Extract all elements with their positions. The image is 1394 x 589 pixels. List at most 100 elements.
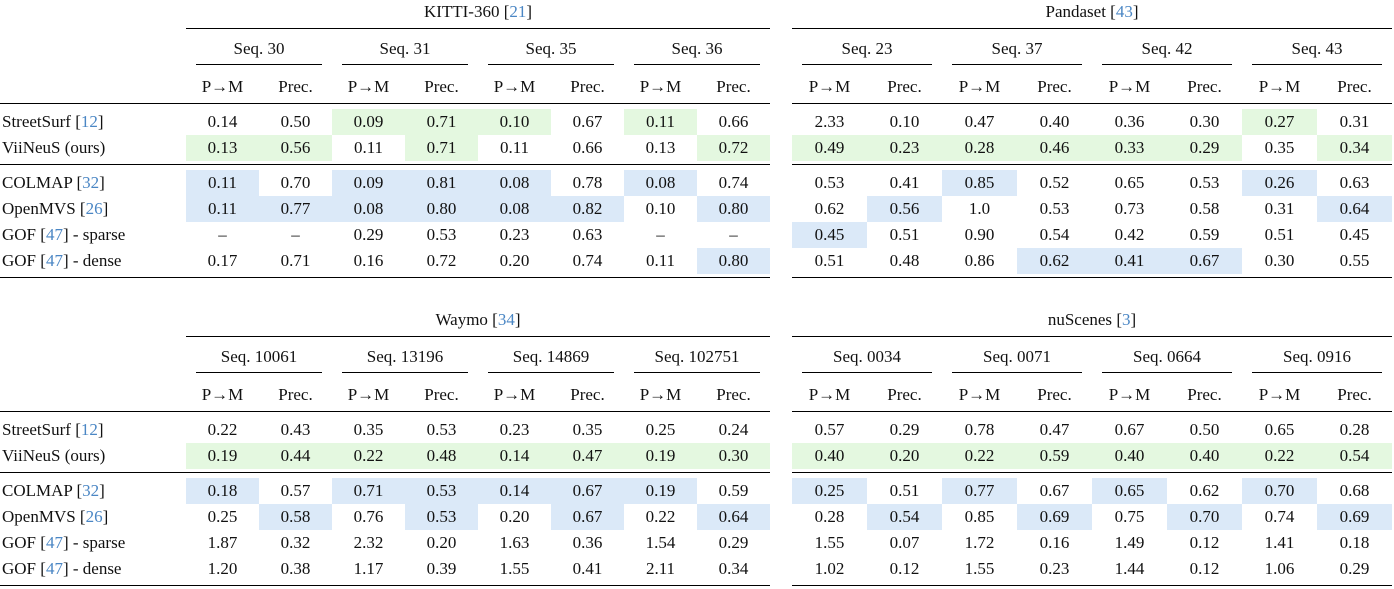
metric-cell: 0.22: [207, 420, 238, 439]
metric-cell: 1.49: [1114, 533, 1145, 552]
metric-cell: 0.72: [426, 251, 457, 270]
table-nuscenes: nuScenes [3] Seq. 0034 Seq. 0071 Seq. 0664 S…: [772, 298, 1394, 589]
metric-cell: 0.66: [718, 112, 749, 131]
sequence-header: Seq. 42: [1092, 29, 1242, 65]
table-row: COLMAP [32] 0.11 0.70 0.09 0.81 0.08 0.78 0.08 0…: [0, 170, 770, 196]
citation-link[interactable]: 3: [1121, 310, 1131, 329]
table-row: GOF [47] - dense 1.20 0.38 1.17 0.39 1.55 0.41…: [0, 556, 770, 582]
metric-cell: 0.70: [1167, 504, 1242, 530]
metric-cell: 0.38: [280, 559, 311, 578]
metric-cell: 1.0: [968, 199, 991, 218]
metric-cell: 0.14: [478, 443, 551, 469]
citation-link[interactable]: 21: [509, 2, 527, 21]
metric-cell: 2.32: [353, 533, 384, 552]
method-label: StreetSurf [12]: [2, 112, 104, 131]
table-row: 0.51 0.48 0.86 0.62 0.41 0.67 0.30 0.55: [792, 248, 1392, 274]
section-rule: [0, 469, 770, 473]
table-row: OpenMVS [26] 0.11 0.77 0.08 0.80 0.08 0.82 0.10…: [0, 196, 770, 222]
metric-cell: 0.62: [1189, 481, 1220, 500]
metric-cell: 0.46: [1017, 135, 1092, 161]
metric-cell: 1.44: [1114, 559, 1145, 578]
citation-link[interactable]: 12: [80, 112, 98, 131]
method-name: nuScenes: [1047, 310, 1113, 329]
table-row: StreetSurf [12] 0.22 0.43 0.35 0.53 0.23 0.35 0…: [0, 417, 770, 443]
metric-cell: 0.90: [964, 225, 995, 244]
table-row: 1.55 0.07 1.72 0.16 1.49 0.12 1.41 0.18: [792, 530, 1392, 556]
metric-cell: 0.33: [1092, 135, 1167, 161]
metric-cell: 0.71: [405, 135, 478, 161]
method-label: StreetSurf [12]: [2, 420, 104, 439]
sequence-header: Seq. 31: [332, 29, 478, 65]
spacer: [792, 582, 1392, 586]
bottom-gap: [0, 274, 770, 278]
citation-link[interactable]: 47: [45, 225, 63, 244]
metric-cell: 0.41: [1092, 248, 1167, 274]
metric-cell: 0.39: [426, 559, 457, 578]
corner-blank: [0, 65, 186, 104]
sequence-header-row: Seq. 10061 Seq. 13196 Seq. 14869 Seq. 10275…: [0, 337, 770, 373]
corner-blank: [0, 310, 186, 337]
metric-cell: 0.48: [405, 443, 478, 469]
metric-cell: 0.70: [1242, 478, 1317, 504]
citation-link[interactable]: 12: [80, 420, 98, 439]
table-pandaset: Pandaset [43] Seq. 23 Seq. 37 Seq. 42 Seq. 4…: [772, 2, 1394, 298]
metric-cell: 0.11: [499, 138, 530, 157]
citation-link[interactable]: 43: [1115, 2, 1133, 21]
metric-cell: 0.80: [697, 248, 770, 274]
metric-cell: 0.19: [624, 478, 697, 504]
citation-link[interactable]: 26: [85, 199, 103, 218]
metric-cell: 0.14: [207, 112, 238, 131]
metric-cell: 0.56: [867, 196, 942, 222]
metric-cell: 0.41: [572, 559, 603, 578]
table-row: 0.53 0.41 0.85 0.52 0.65 0.53 0.26 0.63: [792, 170, 1392, 196]
metric-cell: 0.25: [645, 420, 676, 439]
citation-link[interactable]: 32: [82, 481, 100, 500]
metric-header: P→M: [1092, 373, 1167, 412]
citation-link[interactable]: 47: [45, 251, 63, 270]
spacer: [792, 161, 1392, 165]
citation-link[interactable]: 47: [45, 533, 63, 552]
metric-cell: 0.35: [1264, 138, 1295, 157]
metric-cell: 0.36: [1114, 112, 1145, 131]
metric-cell: 0.09: [332, 170, 405, 196]
citation-link[interactable]: 26: [85, 507, 103, 526]
sequence-header-row: Seq. 0034 Seq. 0071 Seq. 0664 Seq. 0916: [792, 337, 1392, 373]
metric-cell: 0.71: [405, 109, 478, 135]
metric-cell: 0.19: [624, 443, 697, 469]
metric-cell: 0.32: [280, 533, 311, 552]
sequence-header: Seq. 10061: [186, 337, 332, 373]
sequence-header: Seq. 35: [478, 29, 624, 65]
metric-header: Prec.: [867, 65, 942, 104]
metric-cell: 0.59: [718, 481, 749, 500]
method-name: COLMAP: [2, 481, 73, 500]
method-label: GOF [47] - dense: [2, 559, 122, 578]
metric-cell: 0.48: [889, 251, 920, 270]
sequence-header: Seq. 0034: [792, 337, 942, 373]
metric-cell: –: [291, 225, 300, 244]
metric-cell: –: [729, 225, 738, 244]
metric-header: P→M: [1092, 65, 1167, 104]
metric-cell: 0.65: [1264, 420, 1295, 439]
metric-header: Prec.: [551, 373, 624, 412]
metric-cell: 0.53: [405, 504, 478, 530]
metric-cell: 0.67: [551, 504, 624, 530]
metric-header: P→M: [624, 373, 697, 412]
metric-cell: 0.27: [1242, 109, 1317, 135]
metric-cell: 0.40: [792, 443, 867, 469]
sequence-label: Seq. 0916: [1252, 347, 1382, 373]
metric-cell: 0.80: [697, 196, 770, 222]
sequence-header: Seq. 0664: [1092, 337, 1242, 373]
sequence-header: Seq. 0916: [1242, 337, 1392, 373]
spacer: [0, 274, 770, 278]
metric-cell: 0.70: [280, 173, 311, 192]
metric-cell: 0.11: [645, 251, 676, 270]
citation-link[interactable]: 47: [45, 559, 63, 578]
metric-cell: 0.47: [551, 443, 624, 469]
citation-link[interactable]: 32: [82, 173, 100, 192]
citation-link[interactable]: 34: [497, 310, 515, 329]
metric-cell: 0.67: [1039, 481, 1070, 500]
sequence-label: Seq. 42: [1102, 39, 1232, 65]
metric-header-row: P→M Prec. P→M Prec. P→M Prec. P→M Prec.: [0, 373, 770, 412]
metric-cell: 0.78: [572, 173, 603, 192]
metric-cell: 0.11: [186, 170, 259, 196]
